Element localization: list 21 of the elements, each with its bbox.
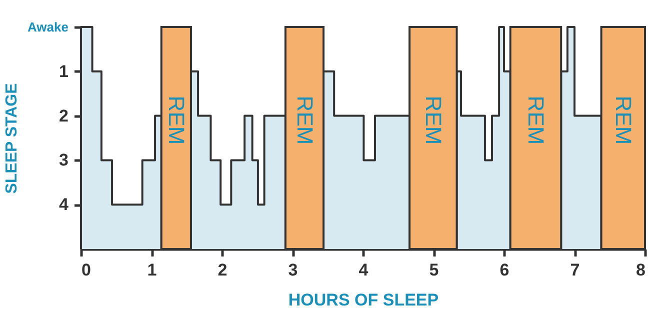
x-tick-label: 8 bbox=[636, 260, 646, 280]
y-tick-label: 2 bbox=[59, 106, 68, 126]
x-tick-label: 2 bbox=[218, 260, 228, 280]
y-tick-label: 1 bbox=[59, 62, 68, 81]
x-tick-label: 0 bbox=[82, 260, 91, 280]
x-tick-label: 3 bbox=[288, 260, 298, 280]
x-tick-label: 4 bbox=[358, 260, 369, 280]
x-tick-label: 5 bbox=[429, 260, 439, 280]
band-label: REM bbox=[421, 96, 446, 145]
band-label: REM bbox=[164, 96, 190, 145]
band-label: REM bbox=[611, 96, 636, 145]
band-label: REM bbox=[524, 96, 549, 145]
x-tick-label: 7 bbox=[570, 260, 580, 280]
y-tick-label: Awake bbox=[28, 20, 68, 34]
y-axis-title: SLEEP STAGE bbox=[4, 82, 21, 194]
x-axis-title: HOURS OF SLEEP bbox=[288, 290, 439, 310]
band-label: REM bbox=[292, 96, 318, 145]
x-tick-label: 1 bbox=[147, 260, 157, 280]
y-tick-label: 4 bbox=[59, 195, 70, 214]
y-tick-label: 3 bbox=[59, 150, 68, 170]
x-tick-label: 6 bbox=[500, 260, 510, 280]
